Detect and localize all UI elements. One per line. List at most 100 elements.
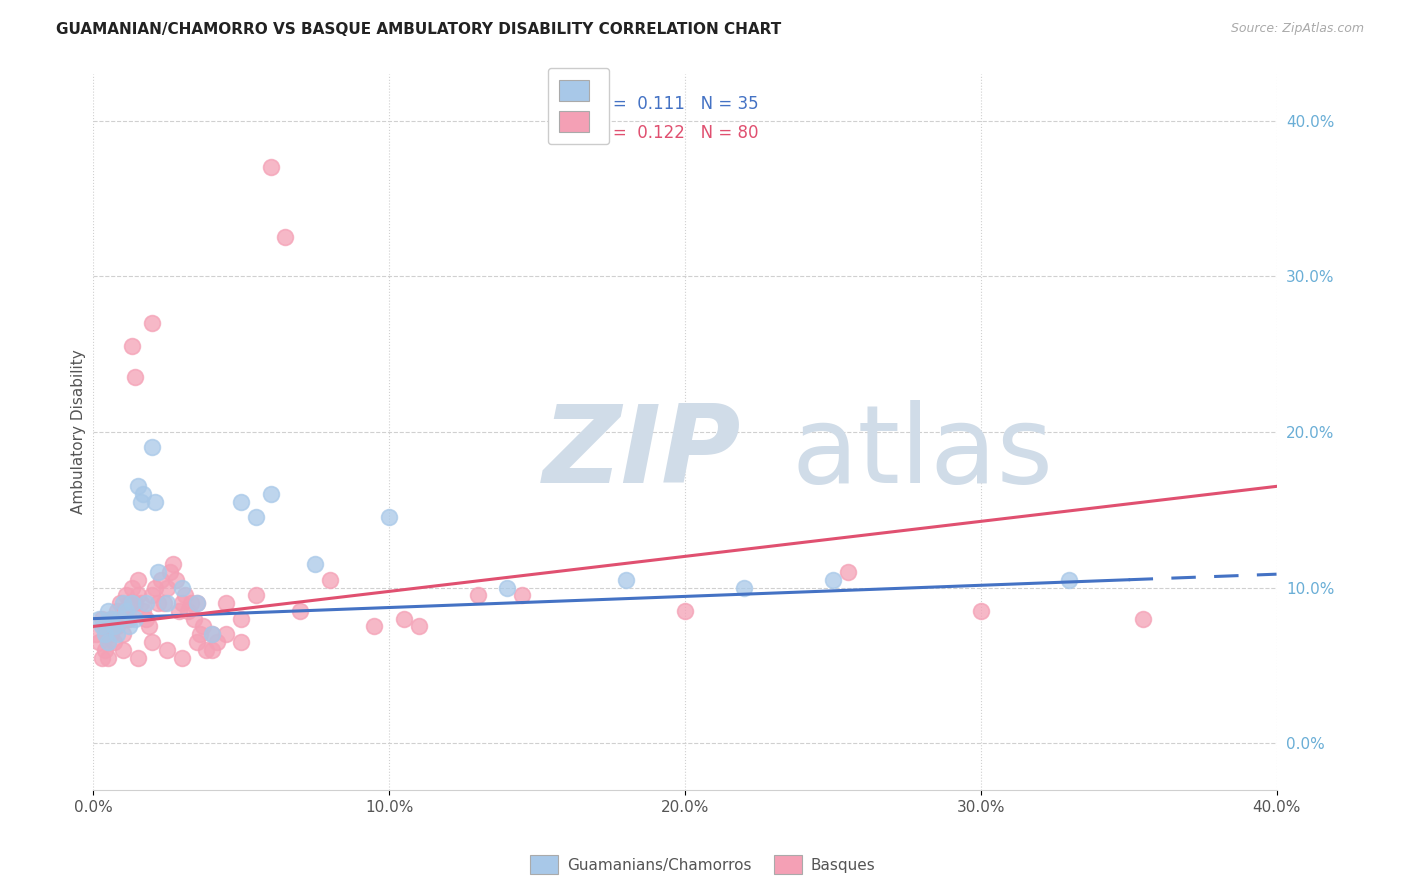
Point xyxy=(87,612,110,626)
Point xyxy=(111,604,134,618)
Point xyxy=(510,588,533,602)
Point xyxy=(183,612,205,626)
Point xyxy=(108,612,131,626)
Point xyxy=(200,627,222,641)
Point xyxy=(378,510,401,524)
Point xyxy=(141,588,163,602)
Point xyxy=(129,596,152,610)
Point xyxy=(100,612,122,626)
Point xyxy=(167,604,190,618)
Point xyxy=(150,573,173,587)
Point xyxy=(141,316,163,330)
Point xyxy=(200,642,222,657)
Text: atlas: atlas xyxy=(792,401,1053,507)
Point xyxy=(138,619,160,633)
Point xyxy=(200,627,222,641)
Point xyxy=(108,596,131,610)
Point xyxy=(111,627,134,641)
Point xyxy=(135,612,157,626)
Point xyxy=(103,619,125,633)
Point xyxy=(121,596,143,610)
Point xyxy=(496,581,519,595)
Point xyxy=(170,596,193,610)
Point xyxy=(97,635,120,649)
Point xyxy=(127,588,149,602)
Text: R =  0.122   N = 80: R = 0.122 N = 80 xyxy=(596,124,759,142)
Point xyxy=(141,441,163,455)
Point xyxy=(94,619,117,633)
Point xyxy=(91,612,114,626)
Point xyxy=(108,612,131,626)
Point xyxy=(124,370,146,384)
Point xyxy=(186,596,208,610)
Point xyxy=(188,627,211,641)
Point xyxy=(118,612,141,626)
Point xyxy=(111,596,134,610)
Point xyxy=(290,604,312,618)
Point xyxy=(260,161,283,175)
Point xyxy=(837,565,859,579)
Point xyxy=(105,604,128,618)
Point xyxy=(103,619,125,633)
Point xyxy=(105,627,128,641)
Point xyxy=(111,642,134,657)
Point xyxy=(363,619,385,633)
Point xyxy=(100,612,122,626)
Point xyxy=(159,565,181,579)
Point xyxy=(180,596,202,610)
Point xyxy=(97,604,120,618)
Point xyxy=(135,596,157,610)
Point xyxy=(94,627,117,641)
Point xyxy=(215,596,238,610)
Point xyxy=(114,588,136,602)
Text: Source: ZipAtlas.com: Source: ZipAtlas.com xyxy=(1230,22,1364,36)
Point xyxy=(156,596,179,610)
Point xyxy=(319,573,342,587)
Point xyxy=(97,650,120,665)
Point xyxy=(114,604,136,618)
Point xyxy=(191,619,214,633)
Text: ZIP: ZIP xyxy=(543,401,741,507)
Point xyxy=(970,604,993,618)
Legend: Guamanians/Chamorros, Basques: Guamanians/Chamorros, Basques xyxy=(524,849,882,880)
Point xyxy=(170,650,193,665)
Point xyxy=(614,573,637,587)
Point xyxy=(162,557,184,571)
Point xyxy=(153,596,176,610)
Point xyxy=(165,573,187,587)
Point xyxy=(229,612,252,626)
Point xyxy=(87,635,110,649)
Point xyxy=(156,581,179,595)
Point xyxy=(143,495,166,509)
Point xyxy=(215,627,238,641)
Point xyxy=(141,635,163,649)
Point xyxy=(148,565,170,579)
Point xyxy=(84,627,107,641)
Point xyxy=(114,612,136,626)
Point xyxy=(408,619,430,633)
Point xyxy=(194,642,217,657)
Point xyxy=(821,573,844,587)
Point xyxy=(229,635,252,649)
Point xyxy=(186,635,208,649)
Point xyxy=(97,635,120,649)
Point xyxy=(121,581,143,595)
Point xyxy=(118,619,141,633)
Point xyxy=(118,596,141,610)
Point xyxy=(105,619,128,633)
Point xyxy=(260,487,283,501)
Point xyxy=(129,495,152,509)
Point xyxy=(103,635,125,649)
Point xyxy=(174,588,197,602)
Point xyxy=(1132,612,1154,626)
Point xyxy=(132,604,155,618)
Point xyxy=(127,650,149,665)
Point xyxy=(186,596,208,610)
Point xyxy=(91,619,114,633)
Point xyxy=(143,581,166,595)
Point xyxy=(94,642,117,657)
Point xyxy=(100,627,122,641)
Point xyxy=(304,557,326,571)
Y-axis label: Ambulatory Disability: Ambulatory Disability xyxy=(72,350,86,515)
Point xyxy=(245,510,267,524)
